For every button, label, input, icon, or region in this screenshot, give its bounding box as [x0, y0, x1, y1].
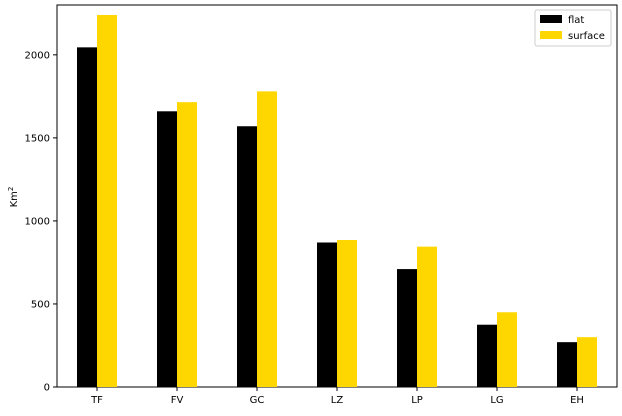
x-tick-label: EH [570, 395, 584, 406]
legend-swatch-surface [540, 31, 562, 39]
y-tick-label: 500 [31, 299, 50, 310]
y-tick-label: 0 [44, 383, 50, 394]
bar-flat-lg [477, 324, 497, 387]
x-tick-label: LG [490, 395, 503, 406]
x-tick-label: TF [90, 395, 103, 406]
y-tick-label: 1500 [25, 133, 50, 144]
bar-surface-lg [497, 312, 517, 387]
bar-flat-fv [157, 111, 177, 387]
x-tick-label: FV [171, 395, 184, 406]
bar-flat-eh [557, 342, 577, 387]
bar-surface-lp [417, 246, 437, 387]
legend-swatch-flat [540, 15, 562, 23]
bar-surface-tf [97, 14, 117, 388]
x-tick-label: GC [250, 395, 265, 406]
y-tick-label: 2000 [25, 50, 50, 61]
y-axis-label-text: Km [9, 191, 20, 207]
bar-flat-lz [317, 242, 337, 387]
bar-surface-fv [177, 102, 197, 388]
bar-flat-tf [77, 47, 97, 387]
bar-surface-eh [577, 337, 597, 387]
x-tick-label: LP [411, 395, 423, 406]
legend: flat surface [534, 9, 612, 47]
y-tick-label: 1000 [25, 216, 50, 227]
bars-group [77, 14, 597, 388]
y-axis-label-superscript: 2 [7, 187, 15, 191]
bar-flat-gc [237, 126, 257, 388]
legend-label-surface: surface [568, 31, 605, 42]
y-ticks-group: 0 500 1000 1500 2000 [25, 50, 57, 394]
x-tick-label: LZ [331, 395, 344, 406]
x-ticks-group: TF FV GC LZ LP LG EH [90, 387, 584, 406]
y-axis-label: Km2 [7, 187, 20, 208]
bar-surface-lz [337, 240, 357, 387]
legend-label-flat: flat [568, 15, 584, 26]
bar-surface-gc [257, 91, 277, 387]
bar-flat-lp [397, 269, 417, 387]
